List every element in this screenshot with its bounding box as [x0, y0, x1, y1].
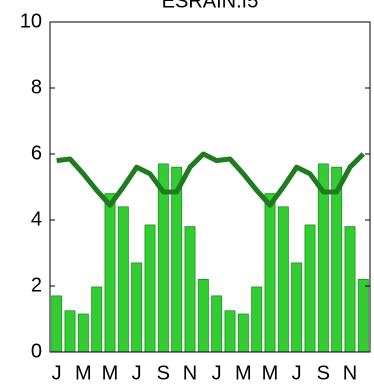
x-tick-label: J [132, 362, 142, 384]
x-tick-label: M [102, 362, 119, 384]
x-tick-label: M [262, 362, 279, 384]
x-tick-label: S [157, 362, 170, 384]
y-tick-label: 0 [31, 340, 42, 362]
x-tick-label: N [343, 362, 357, 384]
plot-frame [49, 21, 371, 353]
bar [144, 224, 156, 353]
x-tick-label: J [212, 362, 222, 384]
bar [51, 295, 63, 353]
bar [331, 166, 343, 353]
bar [64, 310, 76, 353]
x-tick-label: N [183, 362, 197, 384]
y-tick-label: 6 [31, 142, 42, 164]
y-tick-label: 4 [31, 208, 42, 230]
bar [277, 206, 289, 353]
bar [237, 313, 249, 353]
chart-title: ESRAIN.f5 [162, 0, 259, 12]
bar [291, 262, 303, 353]
y-tick-label: 8 [31, 76, 42, 98]
bar [131, 262, 143, 353]
bar [171, 166, 183, 353]
bar [117, 206, 129, 353]
bar [251, 286, 263, 353]
x-tick-label: J [52, 362, 62, 384]
x-tick-label: M [235, 362, 252, 384]
x-tick-label: M [75, 362, 92, 384]
y-tick-label: 10 [20, 10, 42, 32]
bar [184, 226, 196, 353]
bar [344, 226, 356, 353]
bar [264, 193, 276, 353]
line [56, 151, 366, 208]
bar [211, 295, 223, 353]
bar [224, 310, 236, 353]
bar [77, 313, 89, 353]
bar [304, 224, 316, 353]
bar [357, 278, 369, 353]
x-tick-label: S [317, 362, 330, 384]
x-tick-label: J [292, 362, 302, 384]
y-tick-label: 2 [31, 274, 42, 296]
bar [104, 193, 116, 353]
bar [91, 286, 103, 353]
bar [197, 278, 209, 353]
